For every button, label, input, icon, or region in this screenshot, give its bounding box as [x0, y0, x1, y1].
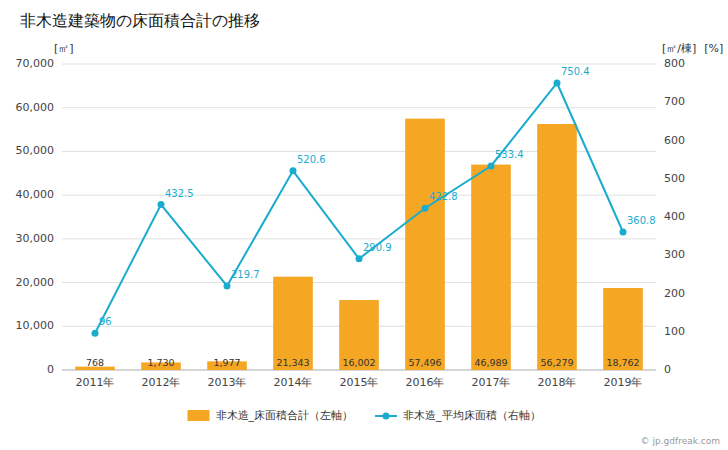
y2-axis-label: [㎡/棟] — [662, 42, 696, 55]
data-labels: 768 1,730 1,977 21,343 16,002 57,496 46,989 56,… — [86, 66, 656, 368]
y-axis-label: [㎡] — [54, 42, 74, 55]
line-label: 290.9 — [363, 242, 392, 253]
line-marker — [554, 79, 561, 86]
x-tick-label: 2016年 — [406, 376, 445, 389]
line-label: 96 — [99, 316, 112, 327]
y2-tick-label: 400 — [664, 210, 685, 223]
line-marker — [290, 167, 297, 174]
y-tick-label: 70,000 — [16, 57, 55, 70]
legend-item: 非木造_平均床面積（右軸） — [375, 409, 541, 422]
line-label: 360.8 — [627, 215, 656, 226]
bar — [339, 300, 379, 370]
bar-label: 57,496 — [408, 357, 441, 368]
bar — [405, 119, 445, 370]
line-marker — [356, 255, 363, 262]
axes: 0 10,000 20,000 30,000 40,000 50,000 60,000 70,… — [16, 57, 686, 389]
line-label: 750.4 — [561, 66, 590, 77]
y-tick-label: 0 — [47, 363, 54, 376]
legend-swatch — [188, 410, 210, 421]
line-marker — [422, 205, 429, 212]
bar-label: 46,989 — [474, 357, 507, 368]
bar — [273, 277, 313, 370]
y2-tick-label: 600 — [664, 134, 685, 147]
legend-item: 非木造_床面積合計（左軸） — [188, 409, 354, 422]
x-tick-label: 2013年 — [208, 376, 247, 389]
bar-label: 56,279 — [540, 357, 573, 368]
line-label: 432.5 — [165, 188, 194, 199]
legend: 非木造_床面積合計（左軸） 非木造_平均床面積（右軸） — [188, 409, 541, 422]
y-tick-label: 40,000 — [16, 188, 55, 201]
y-tick-label: 10,000 — [16, 319, 55, 332]
x-tick-label: 2014年 — [274, 376, 313, 389]
x-tick-label: 2019年 — [604, 376, 643, 389]
chart: 非木造建築物の床面積合計の推移 0 10,000 20,000 30,000 40,000… — [0, 0, 728, 450]
y-tick-label: 50,000 — [16, 144, 55, 157]
grid — [62, 64, 656, 370]
bar-label: 18,762 — [606, 357, 639, 368]
bar — [471, 165, 511, 370]
x-tick-label: 2015年 — [340, 376, 379, 389]
line-label: 533.4 — [495, 149, 524, 160]
line-label: 422.8 — [429, 191, 458, 202]
y2-tick-label: 800 — [664, 57, 685, 70]
annotation: [%] — [704, 42, 723, 55]
x-tick-label: 2011年 — [76, 376, 115, 389]
y-tick-label: 30,000 — [16, 232, 55, 245]
bar — [603, 288, 643, 370]
y2-tick-label: 200 — [664, 287, 685, 300]
y-tick-label: 60,000 — [16, 101, 55, 114]
x-tick-label: 2018年 — [538, 376, 577, 389]
line-marker — [158, 201, 165, 208]
y2-tick-label: 0 — [664, 363, 671, 376]
background — [0, 0, 728, 450]
bar-label: 1,977 — [213, 357, 240, 368]
legend-label: 非木造_平均床面積（右軸） — [403, 409, 541, 422]
line — [95, 83, 623, 333]
y-tick-label: 20,000 — [16, 276, 55, 289]
line-marker — [620, 228, 627, 235]
line-label: 520.6 — [297, 154, 326, 165]
x-tick-label: 2012年 — [142, 376, 181, 389]
bar-label: 16,002 — [342, 357, 375, 368]
y2-tick-label: 700 — [664, 95, 685, 108]
line-label: 219.7 — [231, 269, 260, 280]
line-marker — [92, 330, 99, 337]
y2-tick-label: 300 — [664, 248, 685, 261]
legend-marker — [383, 413, 390, 420]
plot-area — [75, 79, 643, 370]
line-marker — [224, 282, 231, 289]
bar-label: 21,343 — [276, 357, 309, 368]
bar-label: 1,730 — [147, 357, 174, 368]
title: 非木造建築物の床面積合計の推移 — [20, 11, 260, 30]
line-marker — [488, 162, 495, 169]
bar — [537, 124, 577, 370]
y2-tick-label: 100 — [664, 325, 685, 338]
bar-label: 768 — [86, 357, 104, 368]
y2-tick-label: 500 — [664, 172, 685, 185]
legend-label: 非木造_床面積合計（左軸） — [216, 409, 354, 422]
grid-line — [62, 64, 656, 65]
watermark: © jp.gdfreak.com — [641, 436, 720, 446]
x-tick-label: 2017年 — [472, 376, 511, 389]
